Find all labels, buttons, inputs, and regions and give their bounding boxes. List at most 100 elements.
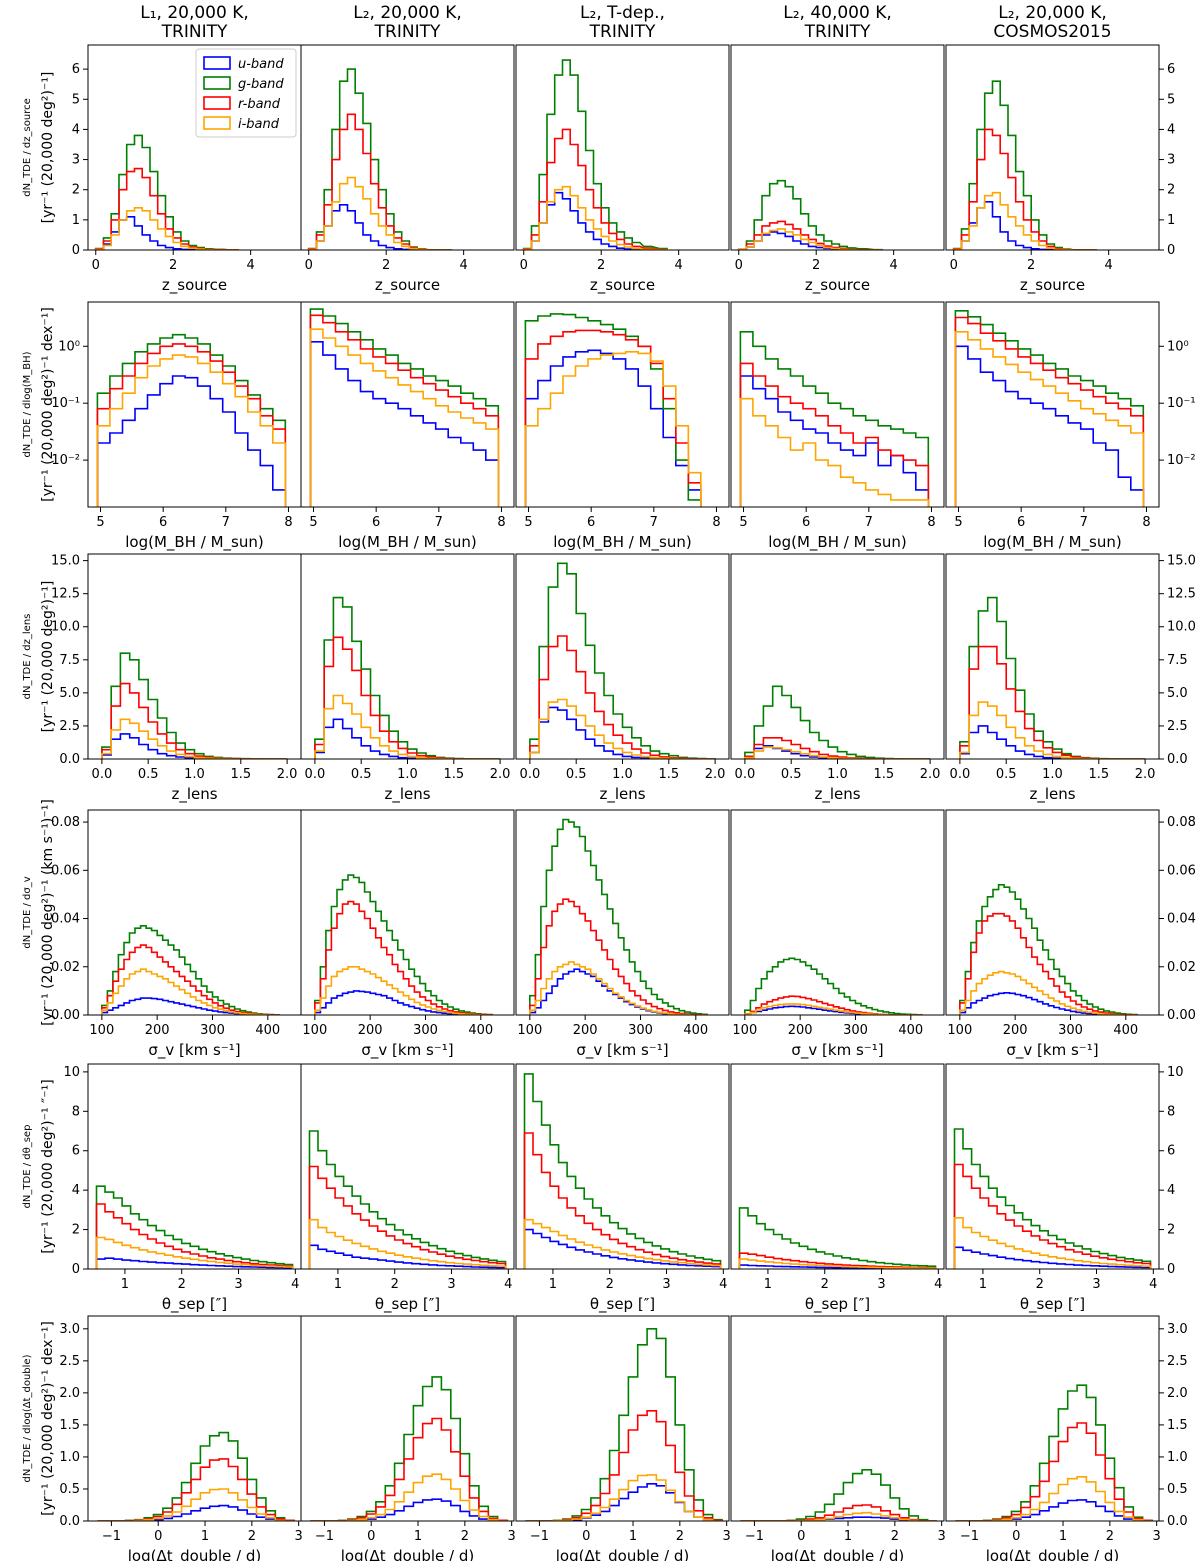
series-r-band — [524, 329, 715, 507]
y-tick-label: 10⁰ — [1167, 339, 1189, 354]
x-tick-label: 7 — [650, 515, 658, 530]
x-tick-label: 5 — [309, 515, 317, 530]
x-tick-label: 2 — [1027, 258, 1035, 273]
x-axis-label: z_source — [590, 276, 655, 295]
legend-label: r-band — [238, 97, 281, 112]
x-tick-label: 0 — [797, 1529, 805, 1544]
column-title-line1: L₂, 20,000 K, — [353, 3, 462, 23]
series-r-band — [525, 1410, 723, 1521]
column-title-line2: COSMOS2015 — [993, 22, 1111, 42]
panel-lens_redshift-col2: 0.0 0.5 1.0 1.5 2.0 z_lens — [300, 553, 515, 804]
series-g-band — [740, 1469, 937, 1521]
y-tick-label: 0.0 — [59, 1514, 80, 1529]
panel-black_hole_mass-col1: 5 6 7 8 log(M_BH / M_sun) 10⁻² 10⁻¹ 10⁰ — [51, 301, 302, 552]
x-tick-label: 5 — [739, 515, 747, 530]
series-u-band — [953, 1246, 1152, 1269]
x-tick-label: 2.0 — [1135, 767, 1156, 782]
histogram-lines — [959, 884, 1138, 1015]
histogram-lines — [529, 818, 708, 1015]
histogram-lines — [97, 1431, 295, 1521]
x-tick-label: 8 — [497, 515, 505, 530]
series-g-band — [955, 1384, 1153, 1521]
x-tick-label: 100 — [89, 1023, 114, 1038]
y-tick-label: 0.02 — [1167, 960, 1196, 975]
y-tick-label: 3.0 — [1167, 1322, 1188, 1337]
series-i-band — [101, 718, 288, 759]
y-tick-label: 2 — [72, 1223, 80, 1238]
y-tick-label: 0.5 — [59, 1482, 80, 1497]
series-i-band — [307, 176, 452, 250]
x-tick-label: 1 — [1059, 1529, 1067, 1544]
x-axis-label: z_source — [375, 276, 440, 295]
x-tick-label: 4 — [247, 258, 255, 273]
x-tick-label: 100 — [732, 1023, 757, 1038]
histogram-lines — [523, 1073, 722, 1269]
x-tick-label: 2 — [169, 258, 177, 273]
x-tick-label: 3 — [1092, 1277, 1100, 1292]
series-g-band — [953, 1128, 1152, 1269]
histogram-lines — [314, 874, 493, 1015]
y-tick-label: 10.0 — [51, 620, 80, 635]
x-tick-label: 2.0 — [920, 767, 941, 782]
histogram-lines — [738, 1207, 937, 1269]
series-g-band — [310, 1376, 508, 1521]
x-tick-label: 200 — [788, 1023, 813, 1038]
series-i-band — [96, 354, 287, 507]
y-axis-label-top: dN_TDE / dlog(M_BH) — [22, 351, 33, 457]
x-tick-label: 1.5 — [443, 767, 464, 782]
panel-lens_redshift-col1: 0.0 0.5 1.0 1.5 2.0 z_lens 0.0 2.5 5.0 7.5 10.0 12.… — [51, 553, 302, 804]
panel-frame — [945, 301, 1160, 508]
y-tick-label: 5 — [1167, 92, 1175, 107]
x-tick-label: −1 — [960, 1529, 979, 1544]
column-title-line2: TRINITY — [161, 22, 228, 42]
row-time_delay: dN_TDE / dlog(Δt_double) [yr⁻¹ (20,000 de… — [22, 1315, 1188, 1561]
panel-frame — [300, 1315, 515, 1522]
y-tick-label: 10⁻¹ — [1167, 396, 1196, 411]
x-tick-label: 7 — [222, 515, 230, 530]
panel-velocity_dispersion-col1: 100 200 300 400 σ_v [km s⁻¹] 0.00 0.02 0.04 0.06… — [51, 809, 302, 1060]
y-axis-label-top: dN_TDE / dz_source — [22, 98, 33, 197]
x-axis-label: z_source — [805, 276, 870, 295]
y-axis-label-bottom: [yr⁻¹ (20,000 deg²)⁻¹ ″⁻¹] — [40, 1079, 56, 1253]
panel-source_redshift-col3: 0 2 4 z_source — [515, 44, 730, 295]
x-tick-label: −1 — [315, 1529, 334, 1544]
x-tick-label: 0.5 — [138, 767, 159, 782]
series-u-band — [739, 375, 930, 507]
histogram-lines — [309, 308, 500, 507]
histogram-lines — [739, 331, 930, 507]
y-tick-label: 10 — [63, 1065, 80, 1080]
row-image_separation: dN_TDE / dθ_sep [yr⁻¹ (20,000 deg²)⁻¹ ″⁻¹… — [22, 1063, 1184, 1314]
y-tick-label: 0.06 — [51, 863, 80, 878]
x-axis-label: z_source — [162, 276, 227, 295]
panel-black_hole_mass-col2: 5 6 7 8 log(M_BH / M_sun) — [300, 301, 515, 552]
panel-source_redshift-col2: 0 2 4 z_source — [300, 44, 515, 295]
y-tick-label: 0 — [1167, 243, 1175, 258]
series-g-band — [529, 818, 708, 1015]
series-g-band — [95, 1185, 294, 1269]
panel-image_separation-col1: 1 2 3 4 θ_sep [″] 0 2 4 6 8 10 — [63, 1063, 302, 1314]
legend-swatch — [203, 116, 231, 130]
histogram-lines — [740, 1469, 937, 1521]
x-tick-label: 4 — [1149, 1277, 1157, 1292]
panel-source_redshift-col4: 0 2 4 z_source — [730, 44, 945, 295]
legend-box — [195, 48, 297, 138]
x-axis-label: log(M_BH / M_sun) — [983, 533, 1121, 552]
y-tick-label: 1.5 — [1167, 1418, 1188, 1433]
x-tick-label: 1 — [121, 1277, 129, 1292]
series-g-band — [529, 562, 716, 759]
y-tick-label: 3.0 — [59, 1322, 80, 1337]
histogram-grid: dN_TDE / dz_source [yr⁻¹ (20,000 deg²)⁻¹]… — [22, 44, 1196, 1561]
series-g-band — [308, 1130, 507, 1269]
y-axis-label-top: dN_TDE / dθ_sep — [22, 1125, 33, 1209]
column-title-line1: L₂, 20,000 K, — [998, 3, 1107, 23]
panel-frame — [87, 1063, 302, 1270]
series-g-band — [737, 179, 883, 250]
x-tick-label: 3 — [877, 1277, 885, 1292]
x-tick-label: 4 — [890, 258, 898, 273]
x-tick-label: 200 — [145, 1023, 170, 1038]
column-title-line2: TRINITY — [589, 22, 656, 42]
row-black_hole_mass: dN_TDE / dlog(M_BH) [yr⁻¹ (20,000 deg²)⁻¹… — [22, 301, 1196, 552]
x-tick-label: 200 — [1003, 1023, 1028, 1038]
panel-velocity_dispersion-col3: 100 200 300 400 σ_v [km s⁻¹] — [515, 809, 730, 1060]
y-tick-label: 0.08 — [1167, 815, 1196, 830]
